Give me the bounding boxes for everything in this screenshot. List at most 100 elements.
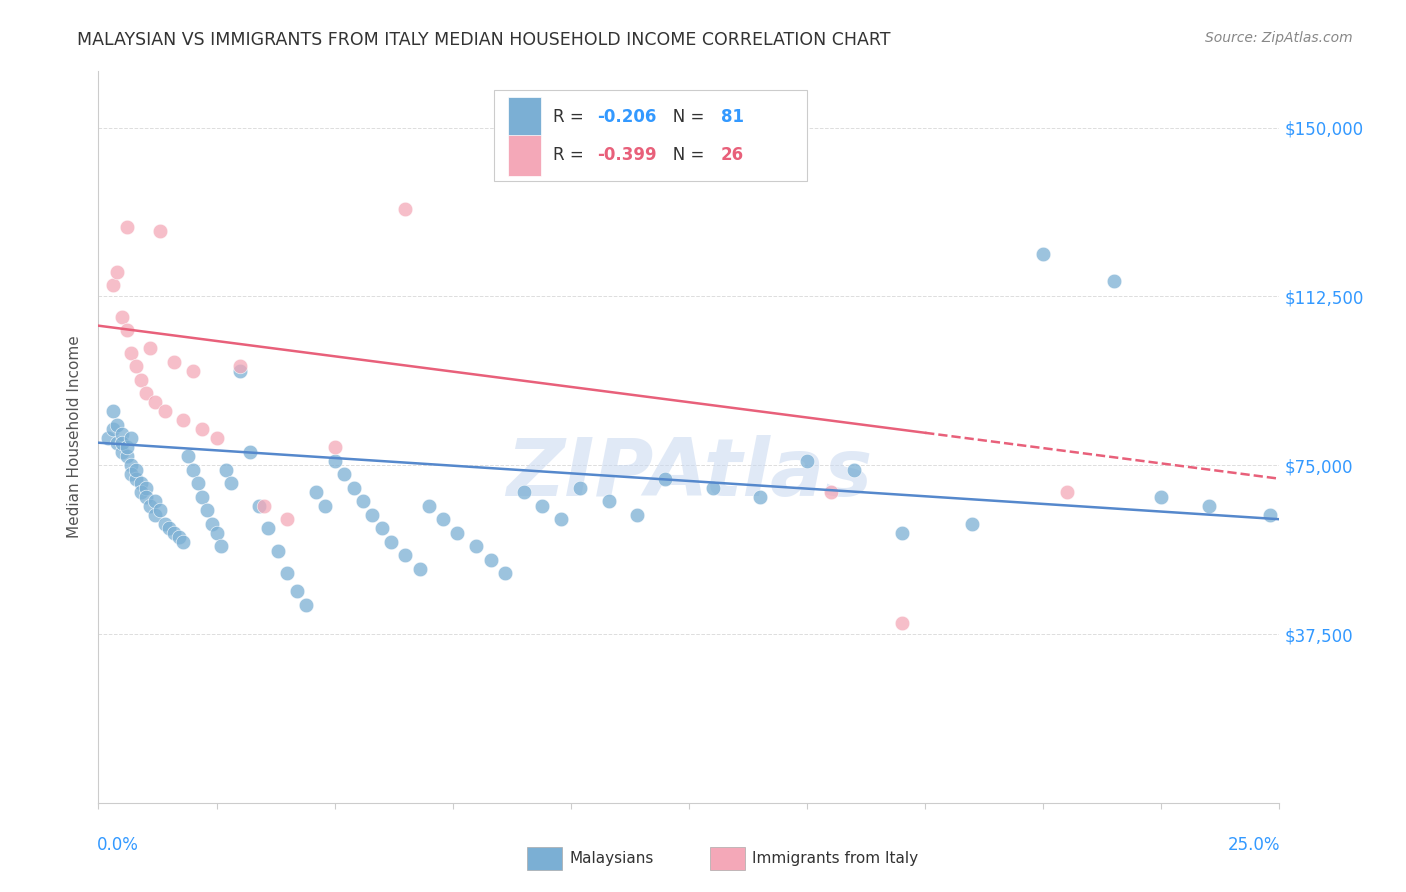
Text: 26: 26: [721, 146, 744, 164]
Point: [191, 422, 214, 436]
Point: [531, 499, 554, 513]
Point: [1198, 499, 1220, 513]
Point: [143, 508, 166, 522]
Point: [796, 453, 818, 467]
Point: [121, 467, 143, 482]
Point: [276, 512, 298, 526]
Bar: [508, 97, 541, 137]
Point: [129, 485, 152, 500]
Point: [167, 530, 190, 544]
Point: [129, 476, 152, 491]
Bar: [508, 136, 541, 176]
Point: [149, 224, 172, 238]
Point: [129, 373, 152, 387]
Point: [394, 548, 416, 562]
Point: [257, 521, 280, 535]
Point: [121, 345, 143, 359]
Point: [105, 417, 128, 432]
Point: [844, 463, 866, 477]
Point: [418, 499, 440, 513]
Point: [408, 562, 430, 576]
Point: [748, 490, 770, 504]
Point: [105, 265, 128, 279]
Point: [446, 525, 468, 540]
Point: [115, 323, 138, 337]
Bar: [710, 847, 745, 870]
Point: [626, 508, 648, 522]
Point: [1258, 508, 1281, 522]
Point: [105, 435, 128, 450]
Point: [143, 494, 166, 508]
Text: 81: 81: [721, 109, 744, 127]
Point: [125, 472, 148, 486]
Text: Malaysians: Malaysians: [569, 851, 654, 865]
Point: [153, 516, 176, 531]
Point: [512, 485, 534, 500]
Point: [205, 431, 228, 445]
Point: [314, 499, 336, 513]
Text: -0.206: -0.206: [596, 109, 657, 127]
Point: [121, 458, 143, 473]
Point: [276, 566, 298, 581]
Text: N =: N =: [657, 146, 710, 164]
Point: [267, 543, 290, 558]
Point: [101, 278, 124, 293]
Point: [195, 503, 218, 517]
Point: [101, 422, 124, 436]
Point: [295, 598, 318, 612]
Point: [111, 426, 134, 441]
Point: [201, 516, 224, 531]
Point: [101, 404, 124, 418]
Point: [598, 494, 620, 508]
Point: [187, 476, 209, 491]
Text: 0.0%: 0.0%: [97, 836, 139, 854]
Point: [219, 476, 242, 491]
Point: [305, 485, 328, 500]
Point: [177, 449, 200, 463]
Point: [172, 413, 194, 427]
Point: [163, 525, 186, 540]
Point: [229, 359, 252, 374]
Point: [115, 440, 138, 454]
Point: [111, 444, 134, 458]
Text: R =: R =: [553, 109, 589, 127]
Point: [654, 472, 676, 486]
Point: [1102, 274, 1125, 288]
Point: [172, 534, 194, 549]
FancyBboxPatch shape: [494, 90, 807, 181]
Point: [191, 490, 214, 504]
Point: [323, 440, 346, 454]
Text: MALAYSIAN VS IMMIGRANTS FROM ITALY MEDIAN HOUSEHOLD INCOME CORRELATION CHART: MALAYSIAN VS IMMIGRANTS FROM ITALY MEDIA…: [77, 31, 891, 49]
Point: [890, 615, 912, 630]
Point: [371, 521, 394, 535]
Point: [157, 521, 180, 535]
Point: [253, 499, 276, 513]
Point: [380, 534, 402, 549]
Point: [1032, 246, 1054, 260]
Point: [181, 463, 204, 477]
Point: [820, 485, 842, 500]
Point: [352, 494, 374, 508]
Point: [239, 444, 262, 458]
Text: -0.399: -0.399: [596, 146, 657, 164]
Point: [550, 512, 572, 526]
Point: [115, 449, 138, 463]
Point: [342, 481, 364, 495]
Point: [479, 553, 502, 567]
Point: [1150, 490, 1173, 504]
Point: [135, 386, 157, 401]
Point: [181, 364, 204, 378]
Point: [139, 341, 162, 355]
Point: [361, 508, 384, 522]
Text: ZIPAtlas: ZIPAtlas: [506, 434, 872, 513]
Point: [1056, 485, 1078, 500]
Point: [125, 463, 148, 477]
Point: [149, 503, 172, 517]
Point: [153, 404, 176, 418]
Point: [143, 395, 166, 409]
Point: [333, 467, 356, 482]
Point: [111, 310, 134, 324]
Point: [229, 364, 252, 378]
Point: [97, 431, 120, 445]
Point: [465, 539, 488, 553]
